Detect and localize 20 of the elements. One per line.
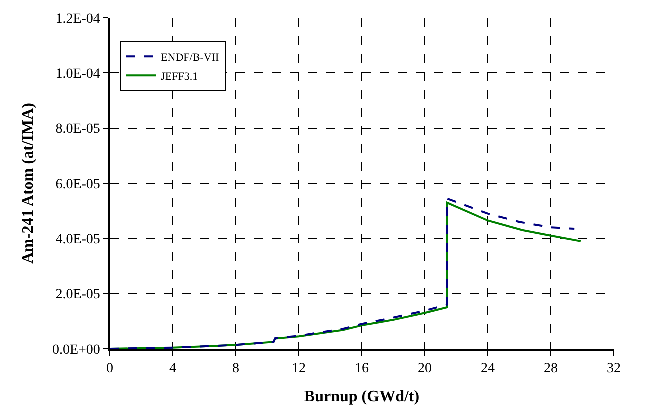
- y-axis-title: Am-241 Atom (at/IMA): [20, 103, 37, 264]
- x-tick-label: 12: [292, 362, 306, 377]
- x-tick-label: 0: [106, 362, 114, 377]
- x-tick-label: 24: [481, 362, 495, 377]
- x-tick-label: 20: [418, 362, 432, 377]
- y-tick-label: 6.0E-05: [56, 177, 100, 192]
- x-tick-label: 32: [607, 362, 621, 377]
- legend-label: JEFF3.1: [161, 70, 198, 83]
- x-tick-label: 16: [355, 362, 369, 377]
- y-tick-label: 1.0E-04: [56, 67, 100, 82]
- y-tick-label: 4.0E-05: [56, 232, 100, 248]
- y-tick-label: 2.0E-05: [56, 288, 100, 303]
- x-axis-title: Burnup (GWd/t): [304, 388, 420, 406]
- y-tick-label: 8.0E-05: [56, 122, 100, 138]
- x-tick-label: 8: [232, 362, 240, 377]
- legend-label: ENDF/B-VII: [161, 52, 220, 64]
- y-tick-label: 0.0E+00: [52, 342, 100, 358]
- x-tick-label: 28: [544, 362, 558, 377]
- x-tick-label: 4: [170, 362, 176, 377]
- y-tick-label: 1.2E-04: [56, 12, 100, 27]
